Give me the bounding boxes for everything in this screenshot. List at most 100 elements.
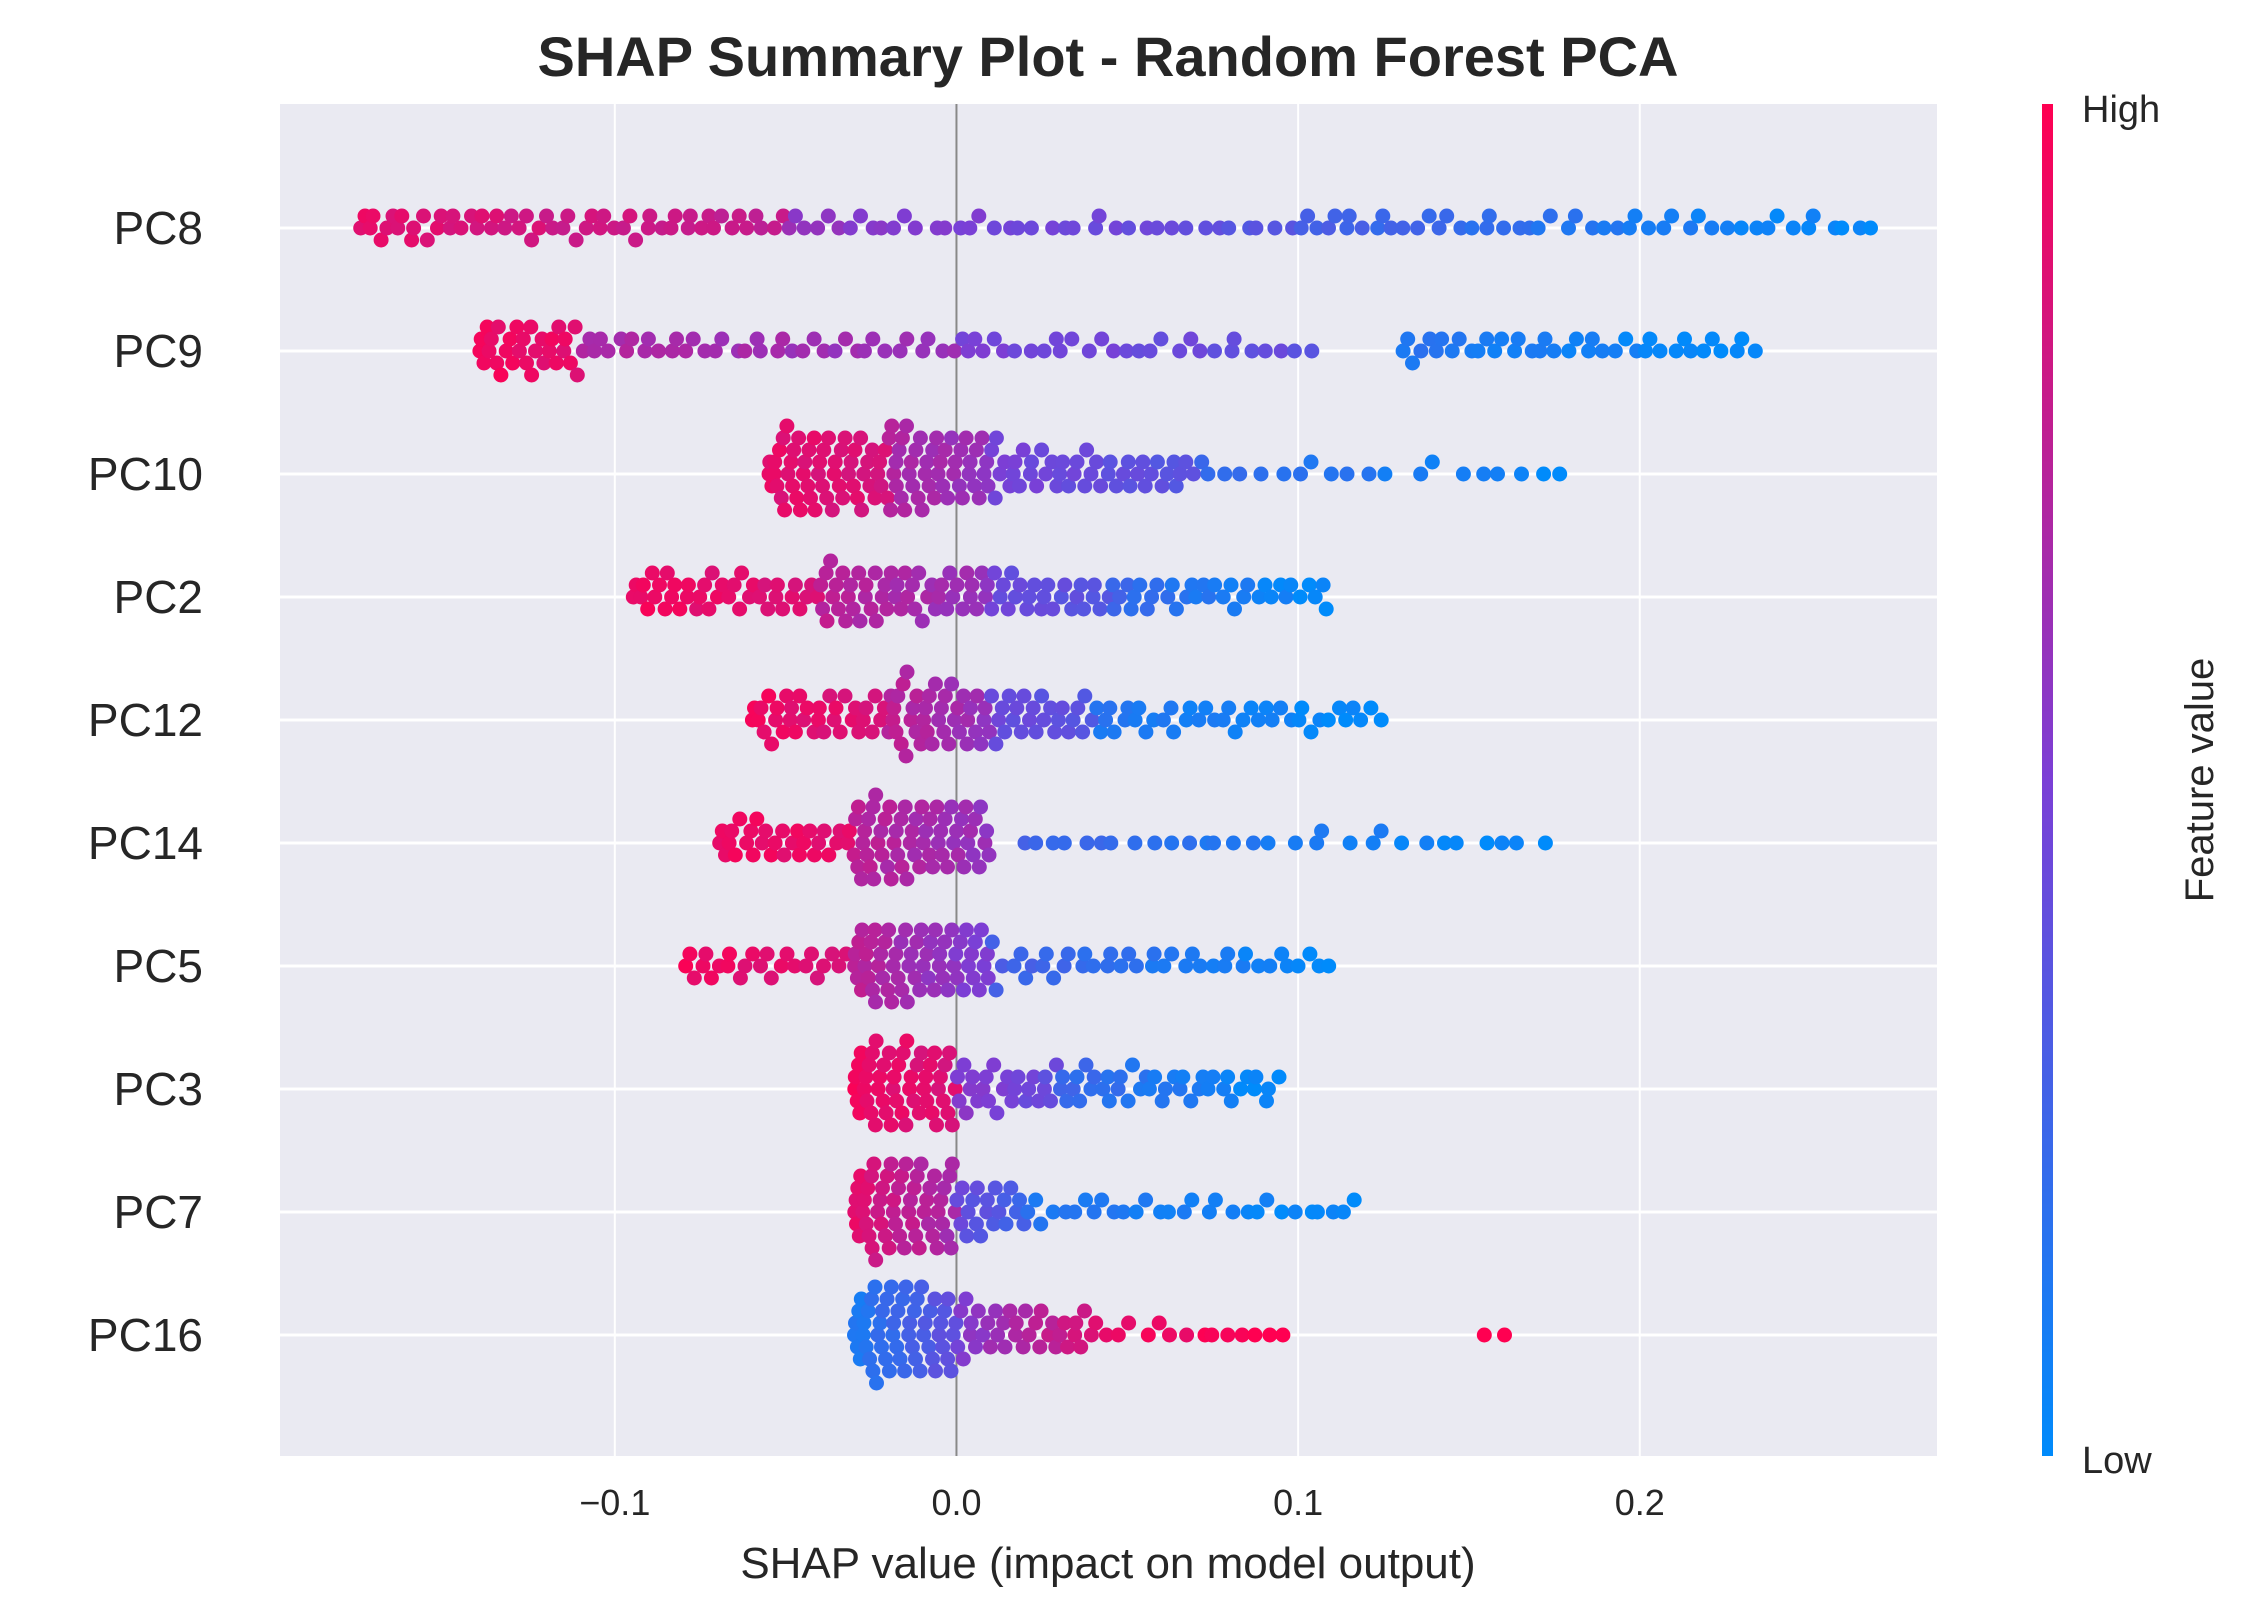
shap-dot bbox=[1668, 343, 1684, 359]
shap-dot bbox=[886, 835, 902, 851]
shap-dot bbox=[1026, 577, 1042, 593]
shap-dot bbox=[1073, 1339, 1089, 1355]
shap-dot bbox=[787, 577, 803, 593]
shap-dot bbox=[1375, 208, 1391, 224]
shap-dot bbox=[1641, 220, 1656, 236]
shap-dot bbox=[1186, 466, 1201, 482]
shap-dot bbox=[1052, 343, 1068, 359]
shap-dot bbox=[1508, 835, 1524, 851]
shap-dot bbox=[921, 1339, 937, 1355]
shap-dot bbox=[893, 736, 909, 752]
shap-dot bbox=[974, 430, 990, 446]
shap-dot bbox=[1098, 1327, 1114, 1343]
shap-dot bbox=[1201, 589, 1217, 605]
shap-dot bbox=[873, 1216, 889, 1232]
shap-dot bbox=[795, 466, 811, 482]
shap-dot bbox=[1567, 208, 1583, 224]
shap-dot bbox=[852, 613, 868, 629]
shap-dot bbox=[892, 1351, 908, 1367]
shap-dot bbox=[1065, 712, 1081, 728]
shap-dot bbox=[901, 466, 917, 482]
shap-dot bbox=[1259, 1192, 1275, 1208]
shap-dot bbox=[907, 847, 923, 863]
shap-dot bbox=[1064, 331, 1080, 347]
shap-dot bbox=[934, 847, 950, 863]
shap-dot bbox=[1200, 1081, 1216, 1097]
shap-dot bbox=[827, 454, 843, 470]
shap-dot bbox=[931, 589, 947, 605]
shap-dot bbox=[844, 712, 860, 728]
shap-dot bbox=[613, 331, 629, 347]
shap-dot bbox=[1056, 958, 1072, 974]
shap-dot bbox=[855, 1327, 871, 1343]
shap-dot bbox=[483, 331, 499, 347]
shap-dot bbox=[1106, 601, 1122, 617]
shap-dot bbox=[1494, 835, 1510, 851]
shap-dot bbox=[1022, 466, 1038, 482]
shap-dot bbox=[548, 355, 564, 371]
shap-dot bbox=[968, 724, 984, 740]
shap-dot bbox=[1060, 946, 1076, 962]
shap-dot bbox=[1106, 724, 1122, 740]
shap-dot bbox=[984, 934, 1000, 950]
shap-dot bbox=[879, 1168, 895, 1184]
shap-dot bbox=[949, 823, 965, 839]
shap-dot bbox=[870, 466, 886, 482]
shap-dot bbox=[1201, 1204, 1217, 1220]
shap-dot bbox=[860, 1180, 876, 1196]
shap-dot bbox=[1036, 1081, 1052, 1097]
shap-dot bbox=[1034, 442, 1050, 458]
shap-dot bbox=[1267, 220, 1283, 236]
shap-dot bbox=[784, 589, 800, 605]
shap-dot bbox=[946, 835, 962, 851]
shap-dot bbox=[922, 811, 938, 827]
shap-dot bbox=[1304, 343, 1320, 359]
shap-dot bbox=[1125, 1057, 1140, 1073]
shap-dot bbox=[851, 724, 867, 740]
shap-dot bbox=[1026, 1069, 1042, 1085]
shap-dot bbox=[934, 577, 950, 593]
shap-dot bbox=[964, 577, 980, 593]
shap-dot bbox=[1179, 1327, 1195, 1343]
shap-dot bbox=[776, 847, 792, 863]
shap-dot bbox=[916, 712, 932, 728]
shap-dot bbox=[846, 847, 862, 863]
shap-dot bbox=[922, 1303, 938, 1319]
shap-dot bbox=[1008, 1327, 1023, 1343]
shap-dot bbox=[498, 343, 514, 359]
shap-dot bbox=[775, 601, 791, 617]
shap-dot bbox=[895, 676, 911, 692]
shap-dot bbox=[1130, 466, 1146, 482]
shap-dot bbox=[749, 331, 765, 347]
shap-dot bbox=[1729, 343, 1745, 359]
shap-dot bbox=[1365, 835, 1381, 851]
shap-dot bbox=[714, 331, 730, 347]
shap-dot bbox=[1007, 343, 1022, 359]
shap-dot bbox=[1496, 220, 1512, 236]
shap-dot bbox=[879, 601, 895, 617]
shap-dot bbox=[825, 589, 841, 605]
shap-dot bbox=[1143, 466, 1159, 482]
shap-dot bbox=[659, 565, 675, 581]
shap-dot bbox=[939, 1228, 955, 1244]
shap-dot bbox=[1455, 466, 1471, 482]
shap-dot bbox=[853, 1045, 869, 1061]
shap-dot bbox=[1023, 220, 1039, 236]
shap-dot bbox=[954, 490, 970, 506]
shap-dot bbox=[672, 601, 688, 617]
shap-dot bbox=[933, 700, 949, 716]
shap-dot bbox=[1258, 700, 1274, 716]
shap-dot bbox=[864, 1291, 879, 1307]
shap-dot bbox=[971, 982, 987, 998]
shap-dot bbox=[960, 1204, 976, 1220]
shap-dot bbox=[1251, 958, 1267, 974]
shap-dot bbox=[962, 1081, 978, 1097]
shap-dot bbox=[1395, 343, 1411, 359]
shap-dot bbox=[854, 922, 870, 938]
shap-dot bbox=[890, 1303, 906, 1319]
shap-dot bbox=[927, 922, 943, 938]
shap-dot bbox=[973, 1228, 989, 1244]
shap-dot bbox=[1069, 589, 1085, 605]
shap-dot bbox=[365, 208, 381, 224]
shap-dot bbox=[951, 478, 967, 494]
